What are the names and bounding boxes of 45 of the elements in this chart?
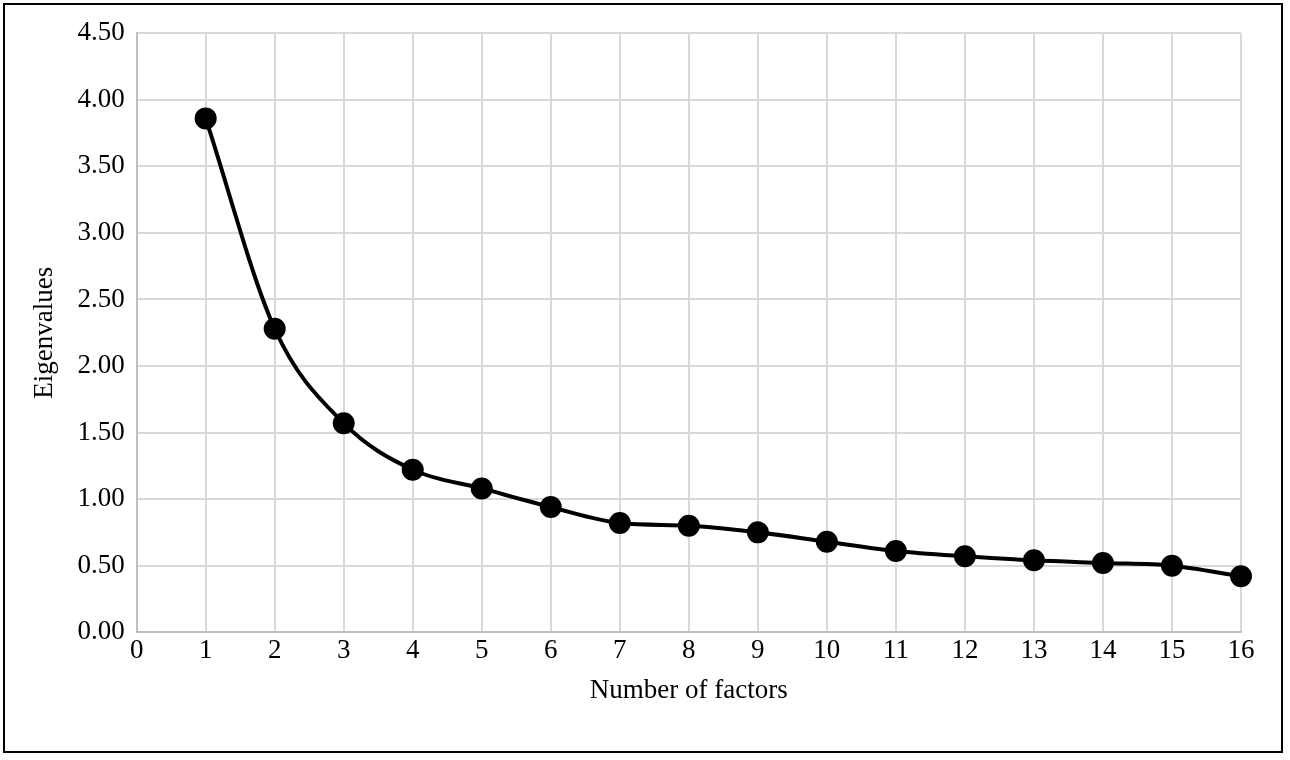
y-tick-label: 0.50	[77, 548, 125, 579]
y-tick-label: 1.50	[77, 415, 125, 446]
point	[608, 512, 631, 535]
y-axis-title: Eigenvalues	[28, 266, 59, 399]
point	[401, 458, 424, 481]
point	[884, 540, 907, 562]
point	[332, 412, 355, 435]
point	[953, 545, 976, 568]
x-tick-label: 4	[405, 634, 420, 665]
point	[1091, 551, 1114, 574]
x-tick-label: 0	[129, 634, 144, 665]
x-tick-label: 8	[682, 634, 696, 665]
x-tick-label: 2	[267, 634, 282, 665]
point	[815, 530, 838, 553]
y-tick-label: 3.50	[77, 149, 125, 180]
y-tick-label: 2.00	[77, 349, 125, 380]
point	[1230, 565, 1252, 588]
point	[1160, 554, 1183, 577]
x-tick-label: 1	[198, 634, 213, 665]
point	[263, 317, 286, 340]
y-tick-label: 4.50	[77, 16, 125, 47]
y-tick-label: 2.50	[77, 282, 125, 313]
y-tick-label: 0.00	[77, 615, 125, 646]
x-tick-label: 9	[751, 634, 765, 665]
x-tick-label: 11	[882, 634, 909, 665]
x-tick-label: 6	[544, 634, 558, 665]
y-tick-label: 3.00	[77, 215, 125, 246]
point	[746, 521, 769, 544]
y-tick-label: 4.00	[77, 82, 125, 113]
x-tick-label: 7	[613, 634, 627, 665]
point	[677, 514, 700, 537]
x-tick-label: 3	[336, 634, 351, 665]
point	[1022, 549, 1045, 572]
x-tick-label: 10	[813, 634, 841, 665]
x-tick-label: 16	[1227, 634, 1255, 665]
point	[539, 496, 562, 519]
x-tick-label: 5	[475, 634, 489, 665]
point	[194, 107, 217, 130]
x-axis-title: Number of factors	[589, 673, 788, 704]
x-tick-label: 15	[1158, 634, 1186, 665]
x-tick-label: 14	[1089, 634, 1117, 665]
x-tick-label: 12	[951, 634, 979, 665]
y-tick-label: 1.00	[77, 482, 125, 513]
x-tick-label: 13	[1020, 634, 1048, 665]
point	[470, 477, 493, 500]
